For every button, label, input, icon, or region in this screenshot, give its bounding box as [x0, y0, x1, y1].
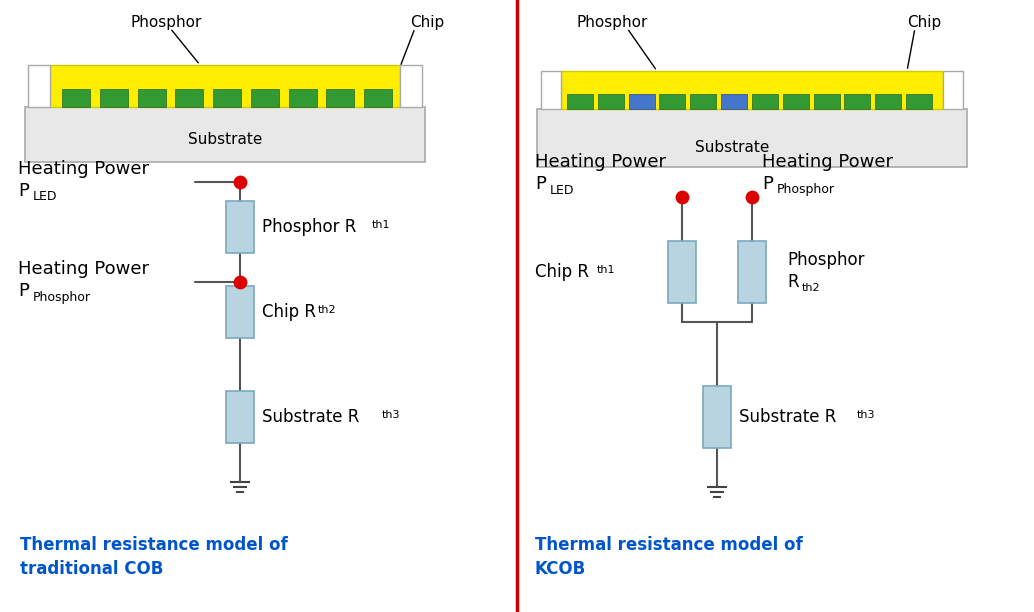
Bar	[943, 71, 963, 109]
Point	[232, 177, 248, 187]
Text: LED: LED	[550, 184, 575, 196]
Text: Chip: Chip	[410, 15, 445, 29]
Bar	[226, 201, 254, 253]
Text: Phosphor: Phosphor	[787, 251, 864, 269]
Bar	[99, 89, 128, 107]
Bar	[906, 94, 932, 109]
Bar	[668, 241, 696, 303]
Bar	[28, 65, 50, 107]
Bar	[738, 241, 766, 303]
Text: Heating Power: Heating Power	[762, 153, 893, 171]
Text: Heating Power: Heating Power	[18, 260, 149, 278]
Text: Substrate R: Substrate R	[739, 408, 837, 426]
Bar	[721, 94, 748, 109]
Text: th3: th3	[382, 410, 400, 420]
Bar	[400, 65, 422, 107]
Bar	[567, 94, 594, 109]
Text: Phosphor R: Phosphor R	[262, 218, 357, 236]
Text: LED: LED	[33, 190, 58, 204]
Bar	[875, 94, 902, 109]
Text: Phosphor: Phosphor	[577, 15, 648, 29]
Bar	[50, 65, 400, 107]
Bar	[629, 94, 655, 109]
Text: Phosphor: Phosphor	[130, 15, 202, 29]
Bar	[251, 89, 279, 107]
Bar	[691, 94, 717, 109]
Text: Heating Power: Heating Power	[18, 160, 149, 178]
Bar	[364, 89, 392, 107]
Bar	[598, 94, 624, 109]
Bar	[660, 94, 686, 109]
Bar	[783, 94, 809, 109]
Bar	[175, 89, 204, 107]
Bar	[541, 71, 561, 109]
Text: th3: th3	[857, 410, 876, 420]
Text: Substrate: Substrate	[695, 140, 769, 154]
Text: P: P	[18, 282, 29, 300]
Bar	[537, 109, 967, 167]
Bar	[226, 391, 254, 443]
Bar	[814, 94, 840, 109]
Text: Heating Power: Heating Power	[535, 153, 666, 171]
Point	[232, 277, 248, 287]
Text: Thermal resistance model of
traditional COB: Thermal resistance model of traditional …	[20, 536, 287, 578]
Bar	[213, 89, 241, 107]
Text: R: R	[787, 273, 798, 291]
Bar	[703, 386, 731, 448]
Text: Substrate: Substrate	[188, 133, 263, 147]
Text: Thermal resistance model of
KCOB: Thermal resistance model of KCOB	[535, 536, 802, 578]
Bar	[288, 89, 316, 107]
Text: Chip: Chip	[907, 15, 941, 29]
Text: P: P	[535, 175, 546, 193]
Text: th2: th2	[802, 283, 821, 293]
Bar	[226, 286, 254, 338]
Bar	[327, 89, 355, 107]
Bar	[845, 94, 871, 109]
Text: th1: th1	[372, 220, 391, 230]
Text: P: P	[762, 175, 772, 193]
Point	[743, 192, 760, 202]
Point	[674, 192, 691, 202]
Bar	[25, 107, 425, 162]
Text: th2: th2	[318, 305, 337, 315]
Text: Substrate R: Substrate R	[262, 408, 360, 426]
Text: Phosphor: Phosphor	[777, 184, 835, 196]
Bar	[561, 71, 943, 109]
Bar	[62, 89, 90, 107]
Text: Phosphor: Phosphor	[33, 291, 91, 304]
Bar	[752, 94, 778, 109]
Text: P: P	[18, 182, 29, 200]
Text: Chip R: Chip R	[262, 303, 316, 321]
Text: th1: th1	[597, 265, 615, 275]
Bar	[138, 89, 165, 107]
Text: Chip R: Chip R	[535, 263, 589, 281]
